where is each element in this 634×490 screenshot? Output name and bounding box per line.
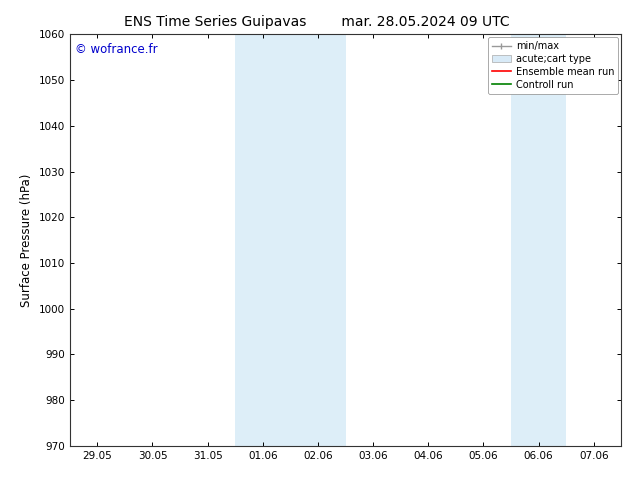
Legend: min/max, acute;cart type, Ensemble mean run, Controll run: min/max, acute;cart type, Ensemble mean … — [488, 37, 618, 94]
Y-axis label: Surface Pressure (hPa): Surface Pressure (hPa) — [20, 173, 33, 307]
Bar — [511, 34, 566, 446]
Text: ENS Time Series Guipavas        mar. 28.05.2024 09 UTC: ENS Time Series Guipavas mar. 28.05.2024… — [124, 15, 510, 29]
Bar — [235, 34, 346, 446]
Text: © wofrance.fr: © wofrance.fr — [75, 43, 158, 55]
